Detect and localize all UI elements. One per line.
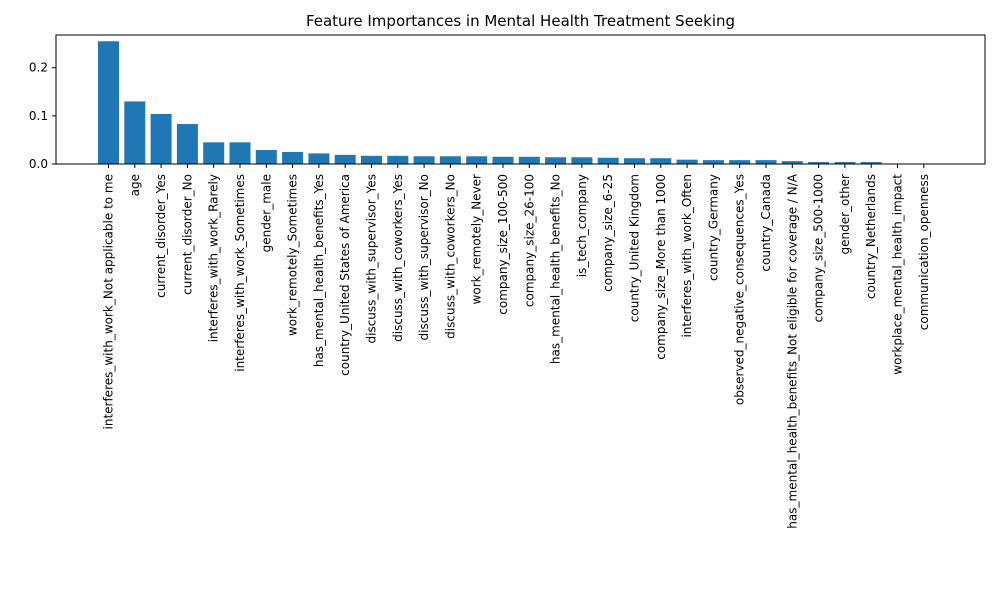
x-tick-label: country_United States of America [338, 174, 352, 376]
bar [98, 41, 119, 164]
bar [308, 153, 330, 164]
x-tick-label: has_mental_health_benefits_Not eligible … [785, 173, 799, 528]
x-tick-label: country_United Kingdom [628, 174, 642, 322]
bar [755, 160, 777, 164]
bar [361, 155, 382, 164]
bar [860, 162, 882, 164]
x-tick-label: current_disorder_No [180, 174, 194, 295]
x-tick-label: interferes_with_work_Sometimes [233, 174, 247, 372]
bar [229, 142, 251, 164]
bar [282, 151, 304, 164]
bar [571, 157, 593, 164]
x-tick-label: discuss_with_coworkers_No [443, 174, 457, 339]
bar [176, 124, 198, 164]
x-tick-label: country_Germany [706, 174, 720, 281]
bar [545, 157, 567, 164]
bar [597, 157, 619, 164]
x-tick-label: communication_openness [917, 174, 931, 330]
y-tick-label: 0.2 [29, 61, 48, 75]
bar [466, 156, 488, 164]
bar [150, 113, 172, 164]
x-tick-label: workplace_mental_health_impact [891, 174, 905, 375]
y-axis: 0.0 0.1 0.2 [29, 61, 56, 171]
bar [492, 156, 514, 164]
bar [781, 161, 803, 164]
x-tick-label: work_remotely_Sometimes [286, 174, 300, 336]
x-tick-label: work_remotely_Never [470, 174, 484, 304]
x-tick-label: gender_male [259, 174, 273, 252]
x-tick-label: interferes_with_work_Not applicable to m… [102, 174, 116, 430]
x-tick-label: country_Canada [759, 174, 773, 272]
bar [413, 156, 435, 164]
bars-group [98, 41, 882, 164]
y-tick-label: 0.0 [29, 157, 48, 171]
x-tick-label: observed_negative_consequences_Yes [733, 174, 747, 405]
bar [650, 158, 672, 164]
x-tick-label: discuss_with_supervisor_Yes [365, 174, 379, 344]
x-tick-label: has_mental_health_benefits_No [549, 174, 563, 364]
x-axis: interferes_with_work_Not applicable to m… [102, 164, 931, 529]
chart-title: Feature Importances in Mental Health Tre… [306, 12, 735, 30]
bar [702, 160, 724, 164]
bar [518, 156, 540, 164]
x-tick-label: company_size_More than 1000 [654, 174, 668, 360]
x-tick-label: company_size_100-500 [496, 174, 510, 315]
bar [439, 156, 461, 164]
bar [808, 162, 830, 164]
bar [729, 160, 751, 164]
x-tick-label: interferes_with_work_Rarely [207, 174, 221, 342]
bar [834, 162, 856, 164]
bar [624, 158, 645, 164]
x-tick-label: interferes_with_work_Often [680, 174, 694, 338]
bar [334, 154, 356, 164]
x-tick-label: has_mental_health_benefits_Yes [312, 174, 326, 367]
x-tick-label: age [128, 174, 142, 196]
bar [255, 150, 277, 164]
x-tick-label: company_size_26-100 [522, 174, 536, 307]
x-tick-label: is_tech_company [575, 174, 589, 277]
y-tick-label: 0.1 [29, 109, 48, 123]
x-tick-label: current_disorder_Yes [154, 174, 168, 298]
x-tick-label: discuss_with_supervisor_No [417, 174, 431, 340]
x-tick-label: gender_other [838, 174, 852, 255]
bar [203, 142, 225, 164]
x-tick-label: company_size_6-25 [601, 174, 615, 292]
bar [676, 159, 698, 164]
x-tick-label: company_size_500-1000 [812, 174, 826, 322]
plot-frame [55, 34, 986, 165]
bar [387, 155, 409, 164]
x-tick-label: discuss_with_coworkers_Yes [391, 174, 405, 342]
x-tick-label: country_Netherlands [864, 174, 878, 299]
bar [124, 101, 146, 164]
